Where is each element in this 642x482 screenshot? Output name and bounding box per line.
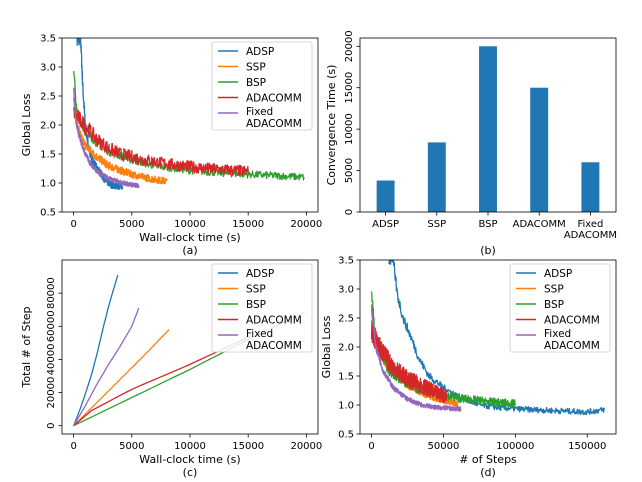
legend-box <box>211 263 313 353</box>
x-tick-label: 5000 <box>119 441 144 452</box>
x-axis-label: Wall-clock time (s) <box>139 453 240 466</box>
legend-box <box>211 41 313 131</box>
y-tick-label: 3.0 <box>40 63 56 74</box>
y-tick-label: 0.5 <box>338 430 354 441</box>
y-tick-label: 3.5 <box>338 256 354 267</box>
bar-adacomm <box>530 87 549 212</box>
y-tick-label: 0.5 <box>40 208 56 219</box>
bar-bsp <box>479 46 497 213</box>
x-tick-label: 15000 <box>232 441 264 452</box>
panel-b-convergence-time: ADSP SSP BSP ADACOMM FixedADACOMM05000100001… <box>325 30 617 257</box>
legend-label: BSP <box>246 77 266 89</box>
panel-label: (b) <box>480 244 496 257</box>
legend-label: ADACOMM <box>246 315 302 327</box>
y-axis-label: Convergence Time (s) <box>325 65 338 186</box>
category-label: SSP <box>427 219 446 230</box>
x-tick-label: 100000 <box>496 441 534 452</box>
legend-label: Fixed <box>246 106 273 118</box>
series-line-adacomm <box>72 107 249 177</box>
series-line-ssp <box>73 329 170 427</box>
y-tick-label: 80000 <box>46 277 57 309</box>
x-tick-label: 0 <box>70 219 76 230</box>
y-tick-label: 1.0 <box>40 179 56 190</box>
category-label: ADACOMM <box>564 230 617 241</box>
legend-label: BSP <box>544 299 564 311</box>
plot-area <box>370 260 606 416</box>
category-label: ADSP <box>372 219 399 230</box>
legend-box <box>509 263 611 353</box>
y-axis-label: Global Loss <box>20 93 33 156</box>
category-label: Fixed <box>577 219 603 230</box>
y-tick-label: 1.5 <box>40 150 56 161</box>
x-tick-label: 0 <box>368 441 374 452</box>
y-tick-label: 2.0 <box>338 343 354 354</box>
bar-fixed-adacomm <box>581 162 600 212</box>
y-axis-label: Total # of Step <box>20 306 33 388</box>
legend-label: SSP <box>246 284 266 296</box>
plot-area <box>72 38 305 190</box>
y-tick-label: 5000 <box>344 158 355 183</box>
y-tick-label: 1.5 <box>338 372 354 383</box>
series-line-fixed-adacomm <box>73 307 140 427</box>
category-label: ADACOMM <box>513 219 566 230</box>
y-tick-label: 60000 <box>46 310 57 342</box>
legend-label: ADACOMM <box>544 315 600 327</box>
x-tick-label: 5000 <box>119 219 144 230</box>
y-tick-label: 40000 <box>46 344 57 376</box>
legend-label: ADSP <box>246 46 274 58</box>
bar-ssp <box>427 142 446 212</box>
y-tick-label: 0 <box>344 209 355 215</box>
y-tick-label: 1.0 <box>338 401 354 412</box>
y-tick-label: 20000 <box>46 377 57 409</box>
x-tick-label: 10000 <box>174 441 206 452</box>
legend-label: ADACOMM <box>544 340 600 352</box>
y-tick-label: 2.5 <box>40 92 56 103</box>
series-line-fixed-adacomm <box>370 304 462 412</box>
x-tick-label: 15000 <box>232 219 264 230</box>
legend-label: SSP <box>246 62 266 74</box>
y-tick-label: 2.0 <box>40 121 56 132</box>
x-tick-label: 20000 <box>290 441 322 452</box>
bar-adsp <box>376 180 395 212</box>
y-tick-label: 10000 <box>344 113 355 145</box>
legend-label: ADACOMM <box>246 93 302 105</box>
plot-frame <box>359 37 617 213</box>
y-tick-label: 2.5 <box>338 314 354 325</box>
legend-label: ADACOMM <box>246 118 302 130</box>
category-label: BSP <box>478 219 497 230</box>
y-tick-label: 0 <box>46 423 57 429</box>
legend-label: Fixed <box>246 328 273 340</box>
series-line-fixed-adacomm <box>72 87 140 189</box>
panel-label: (c) <box>183 466 198 479</box>
x-tick-label: 20000 <box>290 219 322 230</box>
y-tick-label: 3.5 <box>40 34 56 45</box>
x-axis-label: # of Steps <box>459 453 517 466</box>
series-line-adsp <box>388 260 606 416</box>
series-line-ssp <box>72 97 168 185</box>
x-tick-label: 10000 <box>174 219 206 230</box>
y-tick-label: 15000 <box>344 72 355 104</box>
x-tick-label: 150000 <box>568 441 606 452</box>
legend-label: ADSP <box>544 268 572 280</box>
panel-d-loss-vs-steps: 0.5 1.0 1.5 2.0 2.5 3.0 3.5 0 50000 100000 150000 #… <box>320 256 617 479</box>
panel-label: (a) <box>182 244 197 257</box>
y-axis-label: Global Loss <box>320 315 333 378</box>
panel-a-loss-vs-time: 0.5 1.0 1.5 2.0 2.5 3.0 3.5 0 5000 10000 15000 2000… <box>20 34 322 258</box>
y-tick-label: 20000 <box>344 30 355 62</box>
legend-label: SSP <box>544 284 564 296</box>
legend-label: ADACOMM <box>246 340 302 352</box>
panel-label: (d) <box>480 466 496 479</box>
plot-area <box>73 274 307 427</box>
legend-label: BSP <box>246 299 266 311</box>
legend-label: ADSP <box>246 268 274 280</box>
x-axis-label: Wall-clock time (s) <box>139 231 240 244</box>
legend-label: Fixed <box>544 328 571 340</box>
x-tick-label: 50000 <box>428 441 460 452</box>
x-tick-label: 0 <box>70 441 76 452</box>
series-line-adsp <box>73 274 119 426</box>
y-tick-label: 3.0 <box>338 285 354 296</box>
series-line-adacomm <box>370 320 447 404</box>
